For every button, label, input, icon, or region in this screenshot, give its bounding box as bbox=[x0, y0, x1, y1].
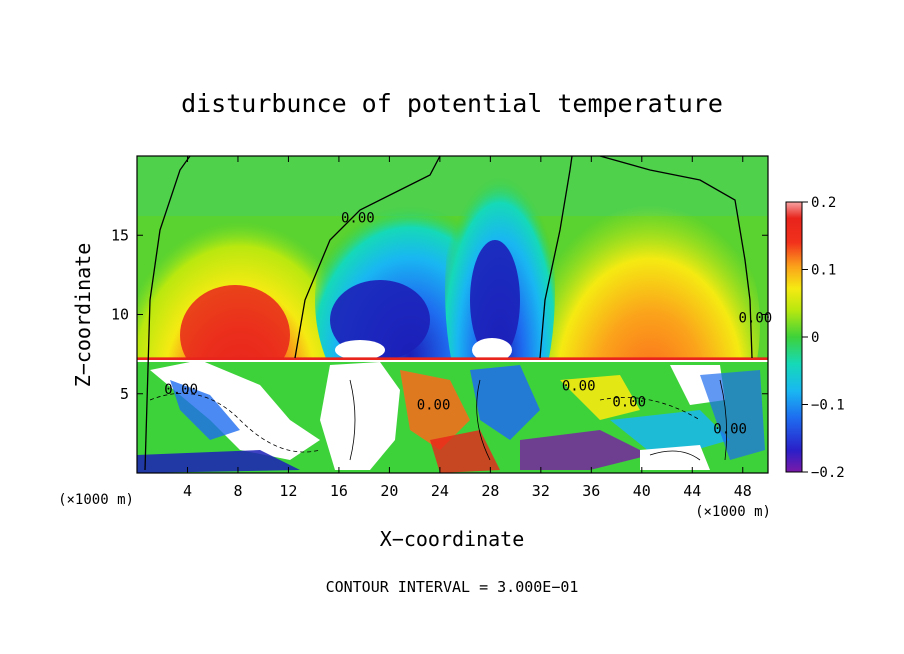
zero-contour bbox=[144, 156, 191, 471]
colorbar-tick-label: −0.2 bbox=[811, 465, 845, 481]
contour-label: 0.00 bbox=[713, 421, 747, 437]
x-tick-label: 16 bbox=[330, 482, 348, 500]
x-tick-label: 20 bbox=[380, 482, 398, 500]
contour-label: 0.00 bbox=[341, 211, 375, 227]
x-tick-label: 12 bbox=[279, 482, 297, 500]
x-tick-label: 8 bbox=[233, 482, 242, 500]
x-tick-label: 40 bbox=[633, 482, 651, 500]
zero-contour bbox=[294, 156, 441, 359]
zero-contour bbox=[539, 156, 573, 359]
y-axis-label: Z−coordinate bbox=[71, 243, 95, 388]
x-tick-label: 48 bbox=[734, 482, 752, 500]
colorbar-tick-label: −0.1 bbox=[811, 398, 845, 414]
y-tick-label: 5 bbox=[120, 385, 129, 403]
chart-title: disturbunce of potential temperature bbox=[181, 89, 723, 118]
contour-labels: 0.00 0.00 0.00 0.00 0.00 0.00 0.00 bbox=[164, 211, 772, 438]
heatmap-field bbox=[137, 156, 768, 473]
y-axis-ticks: 5 10 15 bbox=[111, 226, 768, 403]
x-tick-label: 4 bbox=[183, 482, 192, 500]
x-tick-label: 32 bbox=[532, 482, 550, 500]
x-axis-label: X−coordinate bbox=[380, 527, 525, 551]
colorbar-ticks: 0.2 0.1 0 −0.1 −0.2 bbox=[802, 195, 845, 481]
x-tick-label: 44 bbox=[683, 482, 701, 500]
x-unit-left: (×1000 m) bbox=[58, 492, 134, 508]
contour-label: 0.00 bbox=[164, 382, 198, 398]
colorbar bbox=[785, 201, 803, 473]
x-unit-right: (×1000 m) bbox=[695, 504, 771, 520]
y-tick-label: 10 bbox=[111, 306, 129, 324]
contour-label: 0.00 bbox=[612, 394, 646, 410]
x-tick-label: 28 bbox=[481, 482, 499, 500]
colorbar-tick-label: 0 bbox=[811, 330, 819, 346]
x-tick-label: 24 bbox=[431, 482, 449, 500]
contour-label: 0.00 bbox=[562, 379, 596, 395]
contour-label: 0.00 bbox=[739, 310, 773, 326]
y-tick-label: 15 bbox=[111, 226, 129, 244]
zero-contour bbox=[599, 156, 753, 359]
x-tick-label: 36 bbox=[582, 482, 600, 500]
x-axis-ticks: 4 8 12 16 20 24 28 32 36 40 44 48 bbox=[183, 156, 752, 500]
colorbar-tick-label: 0.1 bbox=[811, 263, 836, 279]
contour-interval-note: CONTOUR INTERVAL = 3.000E−01 bbox=[326, 578, 579, 596]
colorbar-tick-label: 0.2 bbox=[811, 195, 836, 211]
contour-label: 0.00 bbox=[417, 398, 451, 414]
